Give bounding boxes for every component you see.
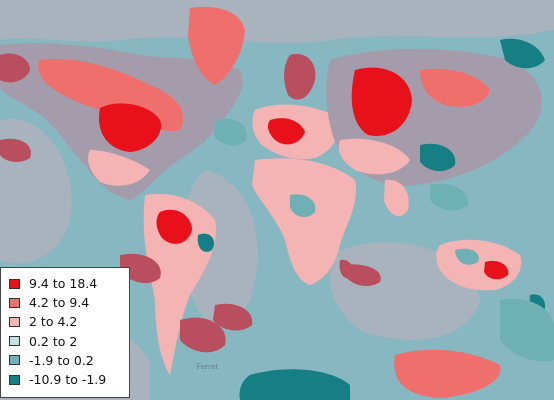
legend-swatch bbox=[9, 278, 20, 289]
region-siberia-hotspot bbox=[351, 67, 412, 136]
ocean-blob-southern-teal bbox=[239, 369, 350, 400]
legend-swatch bbox=[9, 316, 20, 327]
legend-swatch bbox=[9, 297, 20, 308]
legend-swatch bbox=[9, 336, 20, 347]
legend-label: 4.2 to 9.4 bbox=[29, 295, 90, 311]
ocean-blob-pacific-dark-1 bbox=[120, 253, 161, 284]
legend-label: 0.2 to 2 bbox=[29, 333, 78, 349]
ocean-blob-southeast-teal bbox=[500, 298, 554, 362]
legend-item: 9.4 to 18.4 bbox=[9, 274, 129, 293]
ocean-blob-north-atlantic-teal bbox=[214, 118, 247, 146]
legend-swatch bbox=[9, 374, 20, 385]
region-australia-teal bbox=[455, 248, 479, 265]
ocean-blob-north-pacific-red bbox=[0, 138, 31, 162]
region-amazon-hotspot bbox=[156, 209, 192, 244]
landmass-greenland bbox=[188, 6, 245, 85]
ocean-blob-southern-red bbox=[394, 349, 501, 398]
legend-item: -1.9 to 0.2 bbox=[9, 351, 129, 370]
legend-label: -10.9 to -1.9 bbox=[29, 372, 107, 388]
landmass-africa bbox=[252, 158, 357, 285]
region-europe-red bbox=[267, 118, 305, 145]
legend-item: 2 to 4.2 bbox=[9, 312, 129, 331]
region-india-light bbox=[384, 179, 409, 217]
ocean-blob-indian-red bbox=[345, 264, 381, 286]
legend-item: 4.2 to 9.4 bbox=[9, 293, 129, 312]
region-scandinavia-dark bbox=[284, 53, 316, 100]
ocean-blob-south-pacific-red bbox=[180, 317, 226, 353]
map-legend: 9.4 to 18.4 4.2 to 9.4 2 to 4.2 0.2 to 2… bbox=[0, 267, 130, 398]
legend-label: -1.9 to 0.2 bbox=[29, 352, 94, 368]
region-us-light bbox=[88, 150, 150, 186]
region-brazil-teal bbox=[197, 233, 215, 252]
region-africa-teal bbox=[290, 194, 316, 217]
region-asia-red bbox=[420, 68, 490, 107]
ocean-blob-arctic-teal bbox=[500, 38, 545, 69]
region-southeast-asia-teal bbox=[430, 183, 469, 211]
region-central-asia-light bbox=[338, 138, 410, 175]
map-watermark: Ferret bbox=[196, 363, 219, 371]
legend-item: -10.9 to -1.9 bbox=[9, 370, 129, 389]
region-australia-hotspot bbox=[484, 260, 509, 280]
legend-swatch bbox=[9, 355, 20, 366]
region-north-america-hotspot bbox=[99, 103, 161, 152]
legend-label: 2 to 4.2 bbox=[29, 314, 78, 330]
region-east-asia-teal bbox=[420, 143, 456, 172]
region-alaska-dark bbox=[0, 53, 30, 83]
legend-label: 9.4 to 18.4 bbox=[29, 276, 98, 292]
ocean-blob-south-atlantic-red bbox=[213, 303, 253, 331]
legend-item: 0.2 to 2 bbox=[9, 332, 129, 351]
ocean-zone-arctic bbox=[0, 0, 554, 43]
